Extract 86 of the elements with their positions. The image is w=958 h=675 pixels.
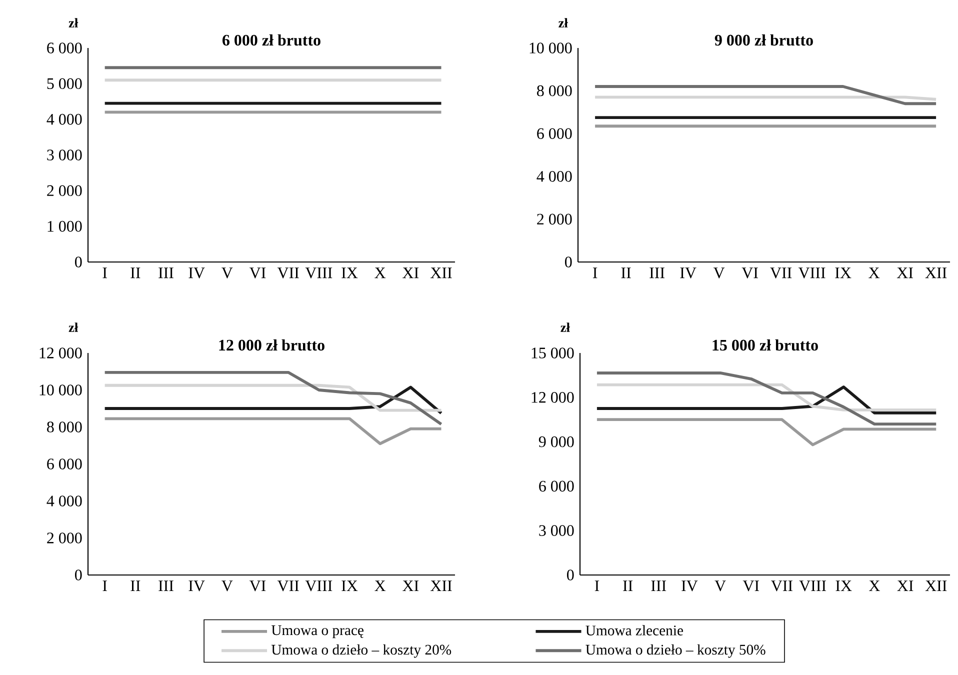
x-tick-label: XII — [925, 268, 947, 278]
y-tick-label: 6 000 — [539, 480, 574, 492]
x-tick-label: VI — [742, 268, 758, 278]
x-tick-label: VI — [742, 580, 759, 592]
y-tick-label: 4 000 — [46, 496, 82, 506]
x-tick-label: II — [130, 580, 140, 592]
x-tick-label: IV — [680, 268, 696, 278]
x-tick-label: VI — [249, 268, 266, 278]
x-tick-label: VIII — [305, 580, 332, 592]
y-tick-label: 3 000 — [47, 150, 82, 160]
legend-label: Umowa o pracę — [271, 625, 364, 638]
x-tick-label: X — [374, 268, 386, 278]
x-tick-label: VII — [770, 268, 792, 278]
x-tick-label: III — [650, 268, 664, 278]
y-tick-label: 4 000 — [536, 170, 572, 182]
legend-label: Umowa zlecenie — [586, 625, 684, 636]
x-tick-label: I — [594, 580, 600, 592]
x-tick-label: III — [158, 580, 174, 592]
x-tick-label: IX — [342, 580, 358, 592]
x-tick-label: XI — [402, 580, 419, 592]
x-tick-label: IV — [188, 580, 205, 592]
x-tick-label: II — [130, 268, 140, 278]
x-tick-label: I — [102, 268, 107, 278]
y-tick-label: 10 000 — [40, 384, 82, 396]
y-tick-label: 9 000 — [538, 436, 574, 448]
chart-title: 6 000 zł brutto — [222, 34, 320, 46]
legend-label: Umowa o dzieło – koszty 50% — [586, 644, 766, 658]
y-tick-label: 2 000 — [47, 185, 82, 196]
y-tick-label: 8 000 — [537, 85, 572, 96]
y-tick-label: 2 000 — [537, 214, 572, 225]
x-tick-label: XII — [925, 580, 947, 592]
x-tick-label: VIII — [799, 580, 826, 592]
y-axis-title: zł — [558, 18, 568, 28]
y-tick-label: 15 000 — [532, 348, 574, 358]
y-axis-title: zł — [68, 322, 78, 332]
y-tick-label: 5 000 — [47, 78, 82, 90]
x-tick-label: VIII — [798, 268, 826, 278]
y-axis-title: zł — [560, 322, 570, 332]
y-tick-label: 0 — [75, 256, 82, 268]
x-tick-label: V — [222, 580, 233, 592]
x-tick-label: III — [158, 268, 174, 278]
chart-title: 9 000 zł brutto — [714, 34, 813, 46]
y-tick-label: 0 — [565, 256, 572, 268]
x-tick-label: XI — [896, 268, 913, 278]
x-tick-label: II — [621, 268, 631, 278]
y-tick-label: 12 000 — [532, 392, 574, 403]
x-tick-label: IX — [835, 268, 852, 278]
y-tick-label: 6 000 — [47, 458, 82, 470]
x-tick-label: XII — [430, 580, 452, 592]
y-tick-label: 1 000 — [48, 220, 82, 232]
y-tick-label: 4 000 — [46, 114, 82, 125]
x-tick-label: IX — [342, 268, 358, 278]
x-tick-label: I — [102, 580, 107, 592]
x-tick-label: XI — [897, 580, 914, 592]
x-tick-label: I — [592, 268, 598, 278]
x-tick-label: V — [222, 268, 233, 278]
y-tick-label: 10 000 — [530, 42, 572, 54]
y-tick-label: 8 000 — [47, 422, 82, 432]
x-tick-label: IV — [682, 580, 698, 592]
x-tick-label: V — [714, 580, 726, 592]
legend-label: Umowa o dzieło – koszty 20% — [271, 644, 452, 658]
x-tick-label: III — [651, 580, 666, 592]
x-tick-label: V — [713, 268, 725, 278]
y-tick-label: 12 000 — [40, 348, 82, 358]
y-axis-title: zł — [68, 18, 78, 28]
x-tick-label: XII — [430, 268, 452, 278]
x-tick-label: IV — [188, 268, 205, 278]
y-tick-label: 0 — [567, 570, 574, 580]
x-tick-label: II — [623, 580, 633, 592]
x-tick-label: VII — [771, 580, 792, 592]
chart-title: 15 000 zł brutto — [712, 339, 818, 351]
y-tick-label: 2 000 — [47, 532, 82, 544]
x-tick-label: VI — [249, 580, 266, 592]
x-tick-label: VII — [277, 268, 299, 278]
x-tick-label: XI — [402, 268, 419, 278]
x-tick-label: X — [868, 268, 880, 278]
x-tick-label: VII — [277, 580, 299, 592]
chart-title: 12 000 zł brutto — [219, 339, 324, 351]
x-tick-label: IX — [836, 580, 852, 592]
y-tick-label: 6 000 — [47, 42, 82, 54]
y-tick-label: 3 000 — [539, 525, 574, 536]
y-tick-label: 6 000 — [537, 128, 572, 139]
x-tick-label: VIII — [305, 268, 332, 278]
y-tick-label: 0 — [75, 570, 82, 580]
x-tick-label: X — [869, 580, 880, 592]
x-tick-label: X — [374, 580, 386, 592]
